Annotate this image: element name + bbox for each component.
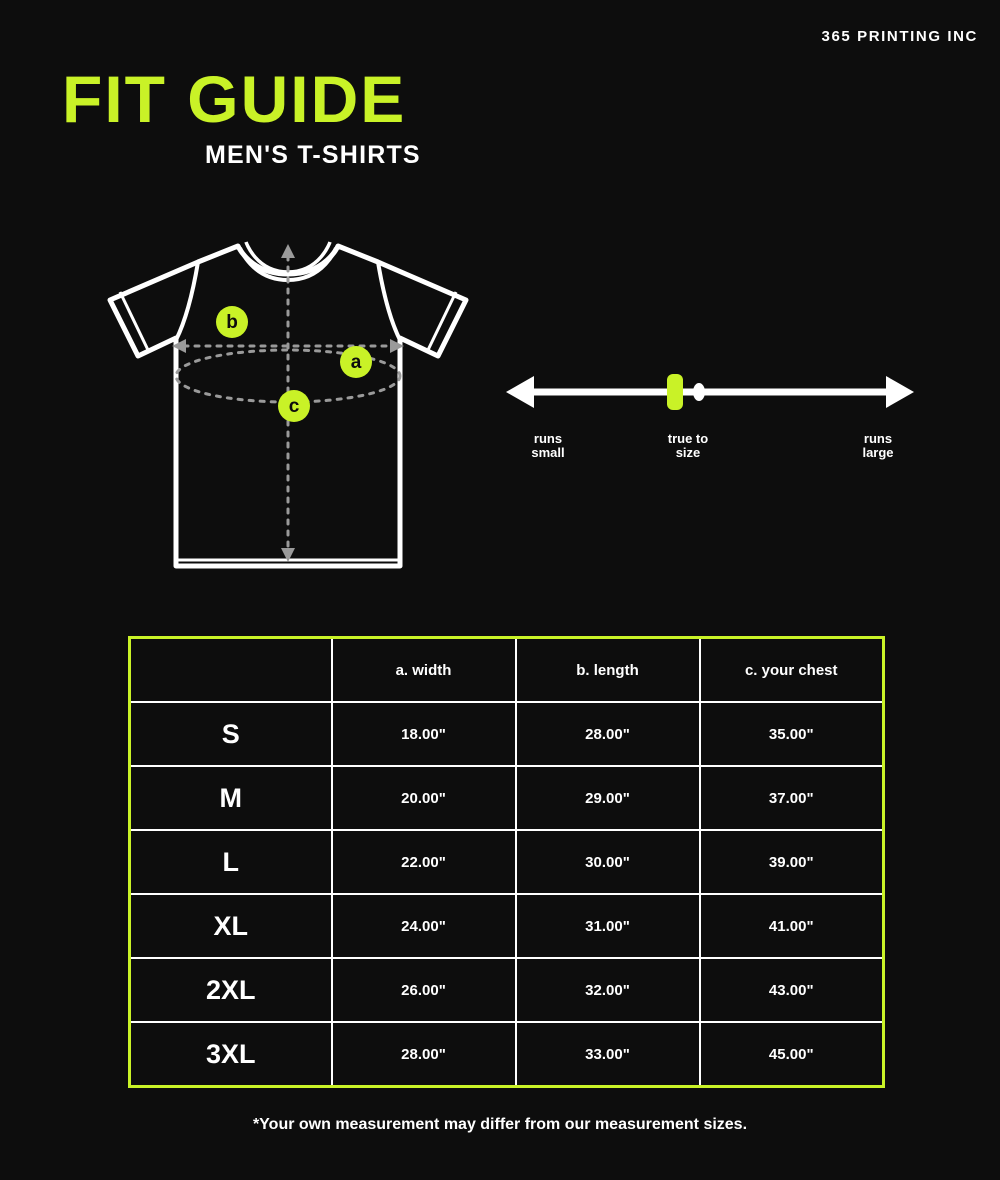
badge-c: c	[278, 390, 310, 422]
fit-scale-arrow-left	[506, 376, 534, 408]
sleeve-hem-right	[436, 299, 468, 357]
table-row: M 20.00" 29.00" 37.00"	[128, 765, 885, 831]
tshirt-diagram: b a c	[88, 228, 488, 588]
size-chart-table: a. width b. length c. your chest S 18.00…	[128, 636, 885, 1088]
row-width-value: 28.00"	[330, 1021, 517, 1088]
row-chest-value: 45.00"	[698, 1021, 885, 1088]
column-header-width: a. width	[330, 636, 517, 703]
table-row: 3XL 28.00" 33.00" 45.00"	[128, 1021, 885, 1088]
column-header-chest: c. your chest	[698, 636, 885, 703]
row-width-value: 26.00"	[330, 957, 517, 1023]
fit-label-runs-large: runs large	[830, 432, 926, 460]
length-arrow-top	[281, 244, 295, 258]
measurement-footnote: *Your own measurement may differ from ou…	[252, 1116, 748, 1133]
fit-label-runs-small-line1: runs	[533, 431, 563, 446]
fit-label-true-line2: size	[675, 445, 701, 460]
table-header-row: a. width b. length c. your chest	[128, 636, 885, 703]
brand-logo: 365 PRINTING INC	[821, 28, 978, 45]
length-arrow-bottom	[281, 548, 295, 562]
armhole-seam-left	[174, 261, 200, 341]
column-header-length: b. length	[514, 636, 701, 703]
fit-scale-marker[interactable]	[667, 374, 683, 410]
row-size-label: 3XL	[128, 1021, 333, 1088]
row-length-value: 28.00"	[514, 701, 701, 767]
table-corner-cell	[128, 636, 333, 703]
table-row: XL 24.00" 31.00" 41.00"	[128, 893, 885, 959]
table-row: 2XL 26.00" 32.00" 43.00"	[128, 957, 885, 1023]
fit-scale: runs small true to size runs large	[500, 362, 920, 472]
sleeve-hem-left-inner	[118, 291, 150, 351]
size-chart-body: S 18.00" 28.00" 35.00" M 20.00" 29.00" 3…	[128, 701, 885, 1088]
row-size-label: XL	[128, 893, 333, 959]
width-arrow-right	[390, 339, 404, 353]
row-size-label: M	[128, 765, 333, 831]
row-size-label: 2XL	[128, 957, 333, 1023]
fit-label-true-line1: true to	[667, 431, 709, 446]
chest-measure-ellipse	[174, 348, 402, 404]
fit-label-runs-large-line1: runs	[863, 431, 893, 446]
sleeve-hem-left	[108, 299, 140, 357]
fit-label-runs-large-line2: large	[862, 445, 894, 460]
row-width-value: 20.00"	[330, 765, 517, 831]
fit-scale-center-dot	[693, 383, 705, 401]
row-length-value: 31.00"	[514, 893, 701, 959]
badge-b: b	[216, 306, 248, 338]
armhole-seam-right	[376, 261, 402, 341]
fit-label-runs-small-line2: small	[531, 445, 565, 460]
row-chest-value: 41.00"	[698, 893, 885, 959]
fit-scale-arrow	[506, 374, 914, 410]
fit-scale-arrow-right	[886, 376, 914, 408]
table-row: S 18.00" 28.00" 35.00"	[128, 701, 885, 767]
row-chest-value: 39.00"	[698, 829, 885, 895]
width-arrow-left	[172, 339, 186, 353]
fit-label-runs-small: runs small	[500, 432, 596, 460]
row-chest-value: 35.00"	[698, 701, 885, 767]
sleeve-hem-right-inner	[426, 291, 458, 351]
row-length-value: 33.00"	[514, 1021, 701, 1088]
row-size-label: L	[128, 829, 333, 895]
row-length-value: 32.00"	[514, 957, 701, 1023]
row-size-label: S	[128, 701, 333, 767]
row-width-value: 22.00"	[330, 829, 517, 895]
row-width-value: 24.00"	[330, 893, 517, 959]
row-chest-value: 43.00"	[698, 957, 885, 1023]
badge-a: a	[340, 346, 372, 378]
row-length-value: 29.00"	[514, 765, 701, 831]
row-length-value: 30.00"	[514, 829, 701, 895]
row-chest-value: 37.00"	[698, 765, 885, 831]
table-row: L 22.00" 30.00" 39.00"	[128, 829, 885, 895]
row-width-value: 18.00"	[330, 701, 517, 767]
page-title: FIT GUIDE	[62, 62, 407, 136]
page-subtitle: MEN'S T-SHIRTS	[205, 141, 421, 169]
fit-label-true-to-size: true to size	[640, 432, 736, 460]
